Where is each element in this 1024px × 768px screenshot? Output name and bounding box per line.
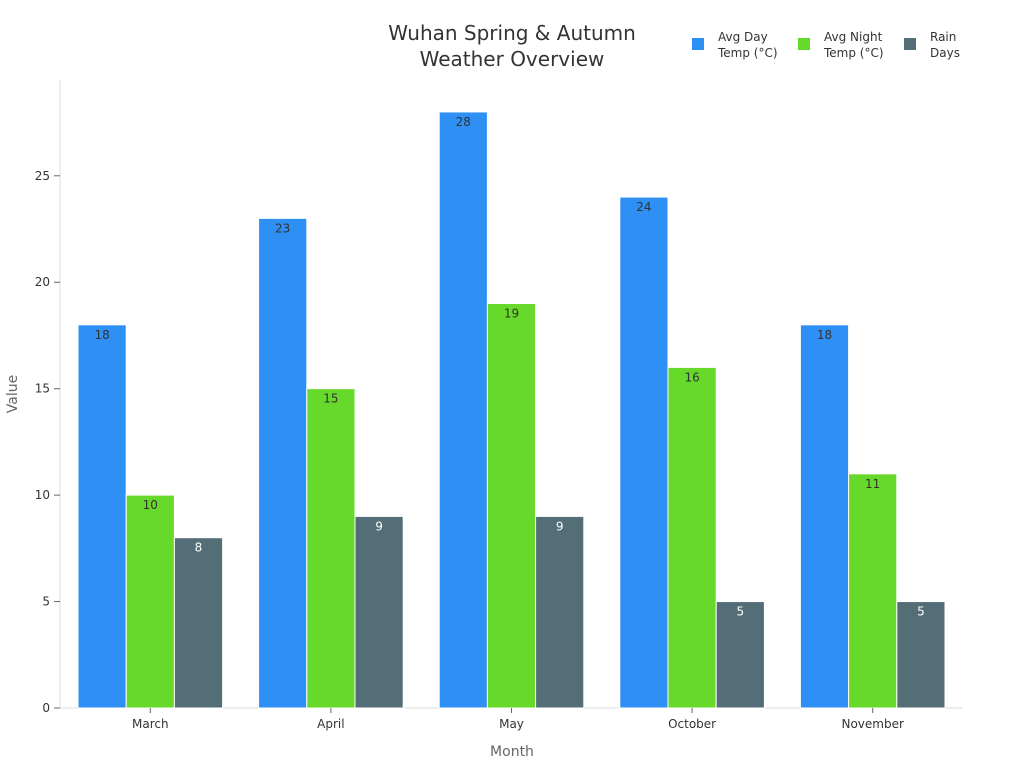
bar-rain-days-november: [896, 601, 946, 709]
legend-label-rain-days-line-2: Days: [930, 46, 960, 60]
data-label-avg-day-temp-c-april: 23: [275, 221, 290, 235]
x-axis-title: Month: [490, 744, 534, 760]
bar-avg-night-temp-c-march: [125, 494, 175, 709]
data-label-avg-night-temp-c-march: 10: [143, 498, 158, 512]
y-tick-label-10: 10: [35, 488, 50, 502]
legend-label-avg-day-line-1: Avg Day: [718, 30, 768, 44]
data-label-rain-days-october: 5: [736, 605, 744, 619]
x-tick-label-march: March: [132, 717, 169, 731]
bar-avg-night-temp-c-may: [486, 303, 537, 709]
data-label-avg-day-temp-c-march: 18: [94, 328, 109, 342]
legend-label-avg-night-line-2: Temp (°C): [823, 46, 884, 60]
chart-title-line-2: Weather Overview: [420, 47, 605, 71]
y-tick-label-0: 0: [42, 701, 50, 715]
data-label-rain-days-may: 9: [556, 519, 564, 533]
bar-rain-days-october: [715, 601, 765, 709]
bar-avg-night-temp-c-october: [667, 366, 717, 709]
x-tick-label-april: April: [317, 717, 344, 731]
chart-title-line-1: Wuhan Spring & Autumn: [388, 21, 636, 45]
legend-swatch-avg-day: [692, 38, 704, 50]
x-tick-label-october: October: [668, 717, 716, 731]
bar-avg-day-temp-c-may: [438, 111, 488, 709]
bar-avg-day-temp-c-april: [258, 217, 308, 709]
legend: Avg Day Temp (°C) Avg Night Temp (°C) Ra…: [692, 30, 960, 60]
y-tick-label-5: 5: [42, 595, 50, 609]
x-ticks: March April May October November: [132, 708, 904, 731]
legend-label-avg-day-line-2: Temp (°C): [717, 46, 778, 60]
y-tick-label-15: 15: [35, 382, 50, 396]
bar-avg-day-temp-c-november: [799, 324, 850, 709]
bar-avg-day-temp-c-october: [619, 196, 669, 709]
bar-rain-days-april: [354, 515, 404, 709]
x-tick-label-may: May: [499, 717, 524, 731]
y-ticks: 0 5 10 15 20 25: [35, 169, 60, 715]
legend-swatch-avg-night: [798, 38, 810, 50]
data-label-avg-night-temp-c-october: 16: [684, 370, 699, 384]
bar-rain-days-may: [535, 515, 585, 709]
y-tick-label-25: 25: [35, 169, 50, 183]
bar-avg-night-temp-c-november: [848, 473, 898, 709]
bars: 18 10 8 23 15 9 28 19 9 24 16 5 18 11 5: [77, 111, 946, 709]
bar-avg-night-temp-c-april: [306, 388, 356, 709]
data-label-avg-night-temp-c-november: 11: [865, 477, 880, 491]
data-label-avg-night-temp-c-may: 19: [504, 307, 519, 321]
data-label-rain-days-march: 8: [195, 541, 203, 555]
legend-label-avg-night-line-1: Avg Night: [824, 30, 883, 44]
data-label-avg-day-temp-c-october: 24: [636, 200, 651, 214]
legend-swatch-rain-days: [904, 38, 916, 50]
data-label-rain-days-april: 9: [375, 519, 383, 533]
y-axis-title: Value: [5, 375, 21, 413]
x-tick-label-november: November: [841, 717, 903, 731]
data-label-rain-days-november: 5: [917, 605, 925, 619]
data-label-avg-night-temp-c-april: 15: [323, 392, 338, 406]
legend-label-rain-days-line-1: Rain: [930, 30, 956, 44]
bar-avg-day-temp-c-march: [77, 324, 127, 709]
bar-rain-days-march: [173, 537, 224, 709]
y-tick-label-20: 20: [35, 275, 50, 289]
data-label-avg-day-temp-c-may: 28: [456, 115, 471, 129]
data-label-avg-day-temp-c-november: 18: [817, 328, 832, 342]
